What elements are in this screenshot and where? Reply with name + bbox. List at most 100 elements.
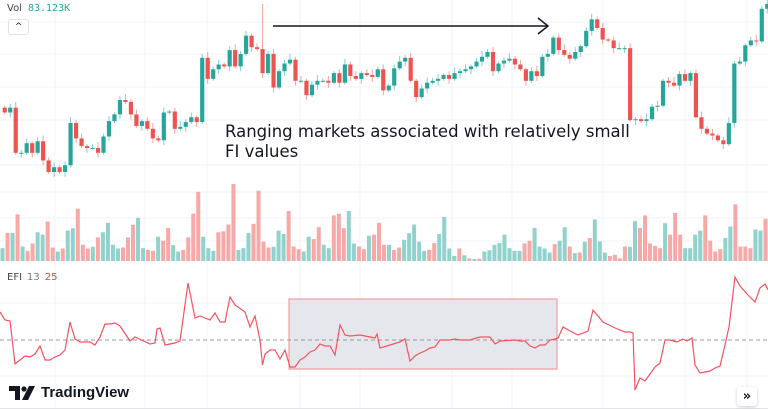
candle-body <box>46 160 51 172</box>
candle-body <box>353 76 358 79</box>
candle-body <box>403 57 408 62</box>
efi-legend: EFI 13 25 <box>7 272 58 283</box>
candle-body <box>710 133 715 136</box>
volume-bar <box>723 238 728 261</box>
volume-bar <box>376 222 381 261</box>
volume-bar <box>246 232 251 261</box>
volume-bar <box>216 232 221 261</box>
volume-bar <box>537 246 542 261</box>
candle-body <box>649 106 655 120</box>
volume-bar <box>316 227 321 261</box>
candle-body <box>337 73 342 83</box>
volume-bar <box>632 221 637 261</box>
volume-bar <box>221 231 226 261</box>
volume-bar <box>617 258 622 261</box>
candle-body <box>512 58 517 65</box>
candle-body <box>41 141 46 161</box>
candle-body <box>551 37 556 54</box>
volume-bar <box>698 230 703 261</box>
volume-bar <box>95 237 100 261</box>
candle-body <box>156 138 161 141</box>
volume-bar <box>181 249 186 261</box>
volume-bar <box>336 213 341 261</box>
efi-label: EFI <box>7 272 23 283</box>
candle-body <box>276 71 282 88</box>
annotation-text[interactable]: Ranging markets associated with relative… <box>225 122 630 162</box>
candle-body <box>545 53 550 57</box>
candle-body <box>8 107 13 113</box>
volume-bar <box>236 249 241 261</box>
volume-bars <box>0 184 768 261</box>
candle-body <box>255 47 260 50</box>
candle-body <box>436 78 441 81</box>
candle-body <box>233 50 238 67</box>
candle-body <box>754 40 759 42</box>
double-chevron-right-icon: » <box>742 389 752 404</box>
candle-body <box>507 58 512 61</box>
volume-bar <box>30 243 35 261</box>
volume-bar <box>547 252 552 261</box>
candle-body <box>24 143 29 153</box>
volume-bar <box>146 249 151 261</box>
candle-body <box>408 57 413 81</box>
volume-bar <box>226 224 231 261</box>
candle-body <box>452 73 457 79</box>
volume-bar <box>452 255 457 261</box>
volume-bar <box>437 233 442 261</box>
volume-bar <box>597 241 602 261</box>
volume-bar <box>683 248 688 261</box>
candle-body <box>57 167 62 172</box>
volume-bar <box>90 246 95 261</box>
candle-body <box>639 119 644 122</box>
volume-bar <box>306 236 311 261</box>
volume-bar <box>447 248 452 261</box>
tradingview-logo[interactable]: TradingView <box>9 384 129 401</box>
volume-bar <box>85 248 90 261</box>
scroll-to-realtime-button[interactable]: » <box>737 387 757 406</box>
candle-body <box>688 73 693 81</box>
brand-name: TradingView <box>41 384 130 401</box>
volume-bar <box>125 237 131 261</box>
candle-body <box>567 54 572 59</box>
candle-body <box>414 80 419 98</box>
volume-bar <box>693 234 698 261</box>
candle-body <box>759 8 764 42</box>
ranging-highlight-box[interactable] <box>288 298 558 370</box>
candle-body <box>238 53 243 67</box>
candle-body <box>677 74 682 86</box>
candle-body <box>205 57 210 79</box>
volume-bar <box>381 244 387 261</box>
candle-body <box>441 75 446 79</box>
candle-body <box>326 80 331 83</box>
volume-bar <box>206 248 211 261</box>
candle-body <box>150 128 155 139</box>
resistance-arrow[interactable] <box>273 17 550 35</box>
volume-bar <box>15 214 20 261</box>
candle-body <box>189 117 194 123</box>
volume-bar <box>527 240 532 261</box>
volume-bar <box>346 211 351 261</box>
tradingview-logo-icon <box>9 385 35 400</box>
volume-bar <box>0 248 5 261</box>
candle-body <box>260 49 265 74</box>
candle-body <box>68 123 73 166</box>
volume-bar <box>271 246 276 261</box>
volume-bar <box>653 245 658 261</box>
volume-bar <box>622 246 627 261</box>
candle-body <box>287 59 293 64</box>
candle-body <box>2 107 7 113</box>
volume-bar <box>25 250 30 261</box>
volume-bar <box>105 222 110 261</box>
candle-body <box>172 111 177 129</box>
candle-body <box>529 71 534 81</box>
efi-line <box>0 275 768 391</box>
volume-bar <box>151 250 156 261</box>
collapse-legend-button[interactable]: ^ <box>8 19 29 35</box>
volume-bar <box>65 230 70 261</box>
candle-body <box>633 119 638 121</box>
candle-body <box>430 80 435 83</box>
candle-body <box>392 68 397 86</box>
volume-bar <box>80 244 85 261</box>
candle-body <box>200 57 205 123</box>
